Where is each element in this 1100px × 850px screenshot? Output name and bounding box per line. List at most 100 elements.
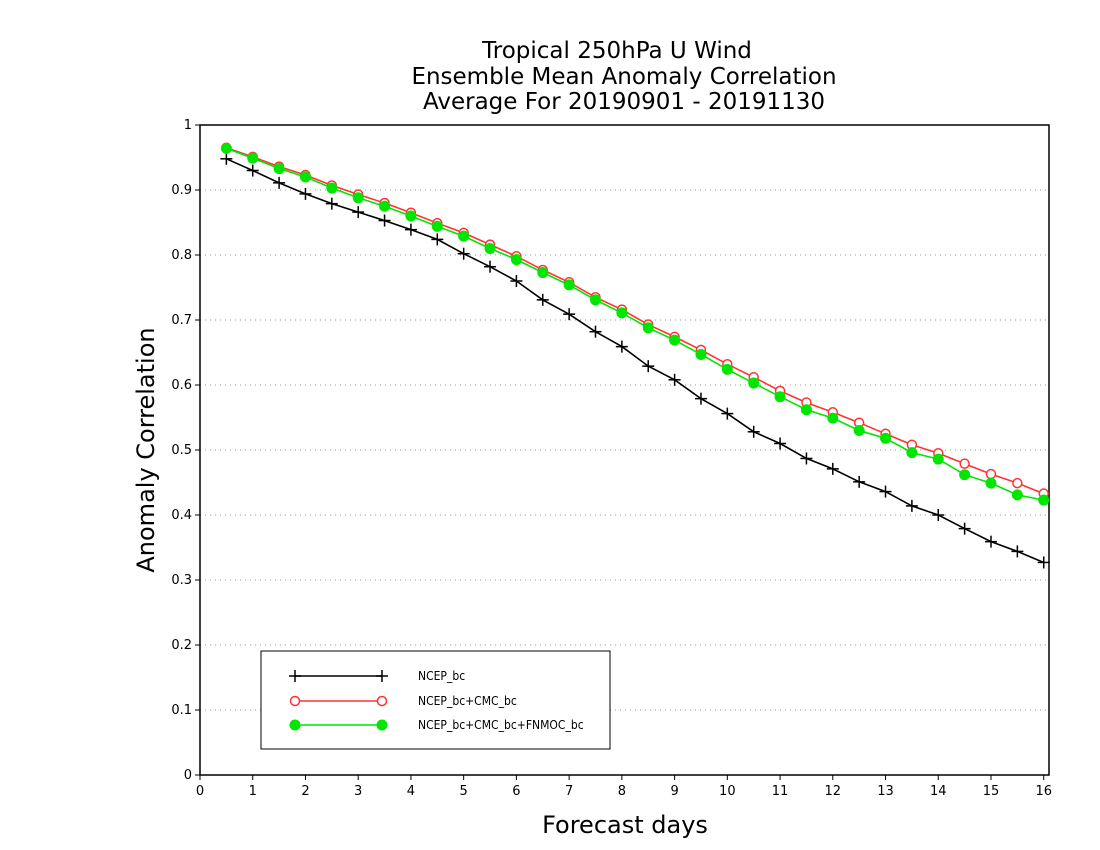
- y-tick-label: 0.7: [171, 313, 192, 328]
- legend-marker: [289, 719, 301, 731]
- data-point: [1012, 477, 1023, 489]
- data-point: [669, 334, 681, 346]
- data-point: [694, 392, 707, 405]
- data-point: [273, 163, 285, 175]
- y-tick-label: 0.3: [171, 573, 192, 588]
- x-tick-label: 0: [196, 784, 204, 799]
- data-point: [220, 152, 233, 165]
- data-point: [827, 412, 839, 424]
- data-point: [299, 187, 312, 200]
- data-point: [932, 509, 945, 521]
- legend-marker: [289, 695, 301, 707]
- data-point: [800, 404, 812, 416]
- data-point: [458, 230, 470, 242]
- data-point: [352, 192, 364, 204]
- y-tick-label: 0.6: [171, 378, 192, 393]
- data-point: [457, 247, 470, 260]
- y-axis-title: Anomaly Correlation: [132, 327, 160, 572]
- data-point: [536, 293, 549, 306]
- x-tick-label: 10: [719, 784, 736, 799]
- data-point: [985, 477, 997, 489]
- data-point: [721, 407, 734, 420]
- x-tick-label: 3: [354, 784, 362, 799]
- x-tick-label: 4: [407, 784, 415, 799]
- data-point: [642, 360, 655, 373]
- y-tick-label: 0.4: [171, 508, 192, 523]
- data-point: [537, 267, 549, 279]
- data-point: [273, 176, 286, 189]
- x-tick-label: 8: [618, 784, 626, 799]
- data-point: [404, 223, 417, 236]
- data-point: [379, 200, 391, 212]
- legend-marker: [376, 719, 388, 731]
- legend: NCEP_bc NCEP_bc+CMC_bc NCEP_bc+CMC_bc+FNMO…: [260, 650, 611, 750]
- x-tick-label: 15: [983, 784, 1000, 799]
- data-point: [695, 348, 707, 360]
- chart-title-line-2: Ensemble Mean Anomaly Correlation: [411, 64, 836, 90]
- data-point: [800, 452, 813, 465]
- x-tick-label: 6: [512, 784, 520, 799]
- legend-label: NCEP_bc+CMC_bc+FNMOC_bc: [418, 718, 584, 732]
- data-point: [906, 447, 918, 459]
- data-point: [853, 475, 866, 488]
- y-tick-label: 1: [184, 118, 192, 133]
- legend-label: NCEP_bc: [418, 669, 465, 683]
- x-tick-label: 16: [1035, 784, 1052, 799]
- data-point: [959, 469, 971, 481]
- data-point: [563, 279, 575, 291]
- data-point: [431, 220, 443, 232]
- data-point: [247, 152, 259, 164]
- data-point: [589, 325, 602, 338]
- x-tick-label: 13: [877, 784, 894, 799]
- data-point: [747, 425, 760, 438]
- data-point: [378, 214, 391, 227]
- legend-marker: [376, 670, 388, 682]
- x-tick-label: 2: [301, 784, 309, 799]
- y-tick-label: 0: [184, 768, 192, 783]
- chart-title-line-3: Average For 20190901 - 20191130: [423, 89, 825, 115]
- data-point: [932, 453, 944, 465]
- data-point: [721, 363, 733, 375]
- legend-marker: [289, 670, 301, 682]
- data-point: [880, 432, 892, 444]
- data-point: [1011, 489, 1023, 501]
- data-point: [246, 164, 259, 177]
- legend-marker: [376, 695, 388, 707]
- y-tick-label: 0.9: [171, 183, 192, 198]
- data-point: [510, 254, 522, 266]
- y-tick-label: 0.1: [171, 703, 192, 718]
- data-point: [905, 499, 918, 512]
- x-tick-label: 1: [249, 784, 257, 799]
- series-1: [220, 152, 1050, 569]
- data-point: [326, 182, 338, 194]
- y-tick-label: 0.2: [171, 638, 192, 653]
- x-tick-label: 7: [565, 784, 573, 799]
- data-point: [853, 425, 865, 436]
- data-point: [1011, 545, 1024, 558]
- data-point: [668, 373, 681, 386]
- legend-label: NCEP_bc+CMC_bc: [418, 694, 517, 708]
- data-point: [431, 233, 444, 246]
- data-point: [405, 210, 417, 222]
- data-point: [1037, 556, 1050, 569]
- legend-entry: NCEP_bc: [289, 669, 465, 683]
- legend-box: [260, 650, 611, 750]
- data-point: [616, 307, 628, 319]
- data-point: [589, 294, 601, 306]
- data-point: [984, 535, 997, 548]
- data-point: [959, 458, 970, 469]
- gridlines: [200, 189, 1049, 711]
- data-point: [826, 462, 839, 475]
- series-group: [220, 142, 1050, 569]
- y-tick-label: 0.8: [171, 248, 192, 263]
- data-point: [325, 197, 338, 210]
- data-point: [748, 377, 760, 389]
- x-axis-title: Forecast days: [542, 811, 708, 839]
- x-tick-label: 11: [772, 784, 789, 799]
- data-point: [774, 437, 787, 450]
- data-point: [484, 260, 497, 273]
- data-point: [615, 340, 628, 353]
- data-point: [299, 171, 311, 183]
- data-point: [1038, 494, 1050, 506]
